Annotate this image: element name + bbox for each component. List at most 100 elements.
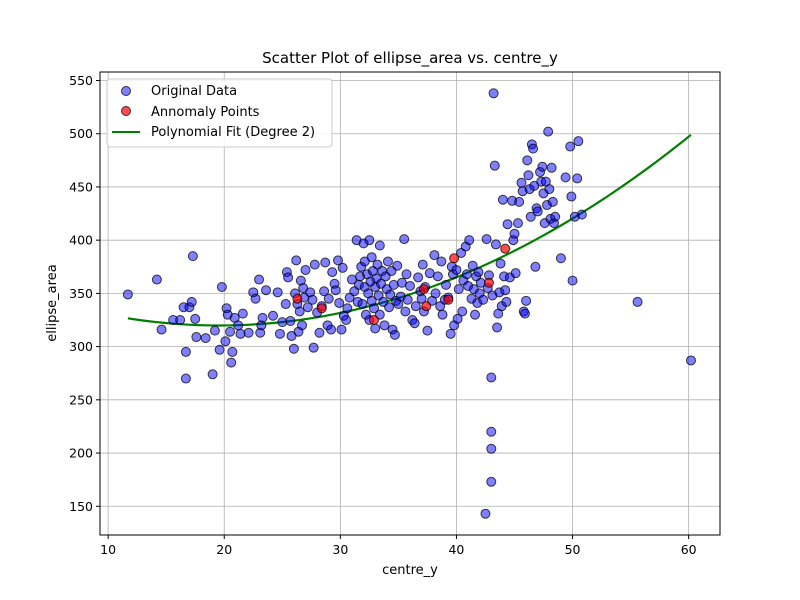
original-data-point [235, 328, 246, 339]
original-data-point [502, 219, 513, 230]
original-data-point [436, 256, 447, 267]
original-data-point [300, 264, 311, 275]
y-tick-label: 250 [69, 392, 93, 407]
anomaly-point [500, 243, 511, 254]
original-data-point [226, 357, 237, 368]
original-data-point [410, 301, 421, 312]
original-data-point [326, 324, 337, 335]
original-data-point [486, 372, 497, 383]
original-data-point [190, 313, 201, 324]
legend-box [106, 78, 333, 148]
anomaly-point [421, 301, 432, 312]
original-data-point [523, 170, 534, 181]
original-data-point [512, 218, 523, 229]
original-data-point [237, 308, 248, 319]
original-data-point [191, 332, 202, 343]
plot-frame [99, 71, 721, 536]
original-data-point [297, 320, 308, 331]
original-data-point [180, 373, 191, 384]
original-data-point [473, 267, 484, 278]
original-data-point [402, 294, 413, 305]
original-data-point [489, 160, 500, 171]
original-data-point [501, 296, 512, 307]
original-data-point [283, 272, 294, 283]
original-data-point [314, 327, 325, 338]
original-data-point [364, 235, 375, 246]
original-data-point [567, 275, 578, 286]
y-axis-label: ellipse_area [45, 264, 60, 341]
original-data-point [486, 476, 497, 487]
original-data-point [385, 289, 396, 300]
original-data-point [250, 293, 261, 304]
original-data-point [307, 294, 318, 305]
data-points [122, 88, 696, 519]
original-data-point [200, 333, 211, 344]
original-data-point [337, 262, 348, 273]
original-data-point [261, 285, 272, 296]
anomaly-point [292, 293, 303, 304]
original-data-point [257, 312, 268, 323]
original-data-point [519, 308, 530, 319]
original-data-point [156, 324, 167, 335]
original-data-point [291, 255, 302, 266]
anomaly-point [316, 303, 327, 314]
original-data-point [417, 259, 428, 270]
original-data-point [685, 355, 696, 366]
original-data-point [480, 508, 491, 519]
original-data-point [560, 172, 571, 183]
original-data-point [400, 306, 411, 317]
y-tick-label: 300 [69, 339, 93, 354]
x-tick-label: 60 [681, 542, 697, 557]
legend: Original Data Annomaly Points Polynomial… [106, 78, 333, 148]
original-data-point [366, 252, 377, 263]
original-data-point [309, 259, 320, 270]
original-data-point [341, 314, 352, 325]
original-data-point [277, 317, 288, 328]
x-tick-label: 50 [565, 542, 581, 557]
original-data-point [384, 302, 395, 313]
original-data-point [432, 271, 443, 282]
original-data-point [422, 325, 433, 336]
original-data-point [302, 302, 313, 313]
original-data-point [180, 346, 191, 357]
original-data-point [530, 261, 541, 272]
original-data-point [370, 323, 381, 334]
original-data-point [294, 306, 305, 317]
original-data-point [272, 287, 283, 298]
x-tick-label: 40 [448, 542, 464, 557]
original-data-point [516, 177, 527, 188]
original-data-point [546, 162, 557, 173]
original-data-point [214, 344, 225, 355]
original-data-point [151, 274, 162, 285]
x-tick-label: 10 [100, 542, 116, 557]
original-data-point [470, 309, 481, 320]
original-data-point [453, 284, 464, 295]
original-data-point [207, 369, 218, 380]
original-data-point [525, 211, 536, 222]
original-data-point [334, 297, 345, 308]
y-tick-label: 500 [69, 126, 93, 141]
original-data-point [457, 306, 468, 317]
original-data-point [488, 88, 499, 99]
original-data-point [481, 234, 492, 245]
original-data-point [437, 309, 448, 320]
y-tick-label: 400 [69, 233, 93, 248]
original-data-point [573, 136, 584, 147]
original-data-point [510, 268, 521, 279]
original-data-point [467, 260, 478, 271]
original-data-point [430, 288, 441, 299]
original-data-point [327, 267, 338, 278]
original-data-point [175, 314, 186, 325]
original-data-point [330, 285, 341, 296]
original-data-point [336, 324, 347, 335]
original-data-point [227, 346, 238, 357]
original-data-point [254, 274, 265, 285]
legend-marker-anomaly [121, 106, 131, 116]
original-data-point [543, 126, 554, 137]
legend-label-fit: Polynomial Fit (Degree 2) [151, 125, 315, 140]
original-data-point [187, 251, 198, 262]
original-data-point [490, 239, 501, 250]
original-data-point [389, 329, 400, 340]
original-data-point [320, 257, 331, 268]
